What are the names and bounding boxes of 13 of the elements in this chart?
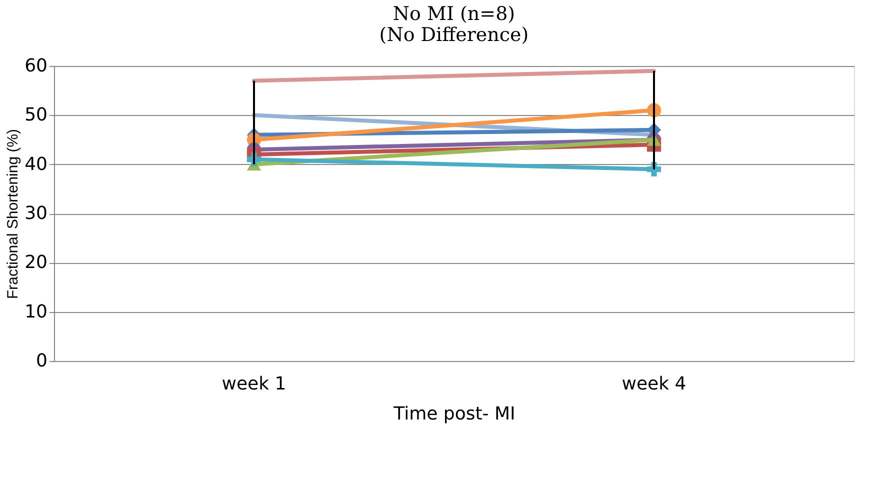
x-tick-label: week 1 bbox=[222, 374, 286, 394]
y-tick-label: 0 bbox=[36, 350, 48, 372]
text: No MI (n=8) bbox=[392, 3, 516, 25]
y-tick-label: 60 bbox=[24, 56, 48, 76]
y-tick-label: 30 bbox=[24, 203, 48, 224]
x-tick-label: week 4 bbox=[622, 374, 686, 394]
y-tick-label: 20 bbox=[24, 252, 48, 274]
x-axis-title: Time post- MI bbox=[392, 404, 516, 424]
y-tick-label: 10 bbox=[24, 301, 48, 322]
y-tick-label: 50 bbox=[24, 104, 48, 126]
y-tick-label: 40 bbox=[24, 154, 48, 175]
y-axis-title: Fractional Shortening (%) bbox=[4, 128, 22, 300]
text: (No Difference) bbox=[379, 24, 529, 46]
